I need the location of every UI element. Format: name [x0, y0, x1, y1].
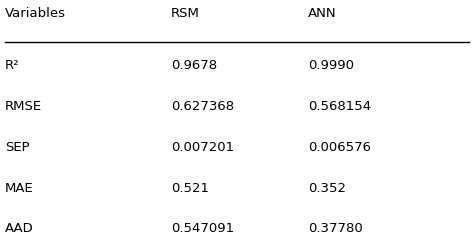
Text: 0.568154: 0.568154 [308, 100, 371, 113]
Text: 0.37780: 0.37780 [308, 222, 363, 235]
Text: 0.006576: 0.006576 [308, 141, 371, 154]
Text: AAD: AAD [5, 222, 34, 235]
Text: RSM: RSM [171, 7, 200, 21]
Text: Variables: Variables [5, 7, 66, 21]
Text: R²: R² [5, 59, 19, 72]
Text: 0.521: 0.521 [171, 182, 209, 195]
Text: 0.352: 0.352 [308, 182, 346, 195]
Text: MAE: MAE [5, 182, 34, 195]
Text: ANN: ANN [308, 7, 337, 21]
Text: 0.547091: 0.547091 [171, 222, 234, 235]
Text: 0.007201: 0.007201 [171, 141, 234, 154]
Text: SEP: SEP [5, 141, 29, 154]
Text: 0.627368: 0.627368 [171, 100, 234, 113]
Text: 0.9990: 0.9990 [308, 59, 354, 72]
Text: 0.9678: 0.9678 [171, 59, 217, 72]
Text: RMSE: RMSE [5, 100, 42, 113]
